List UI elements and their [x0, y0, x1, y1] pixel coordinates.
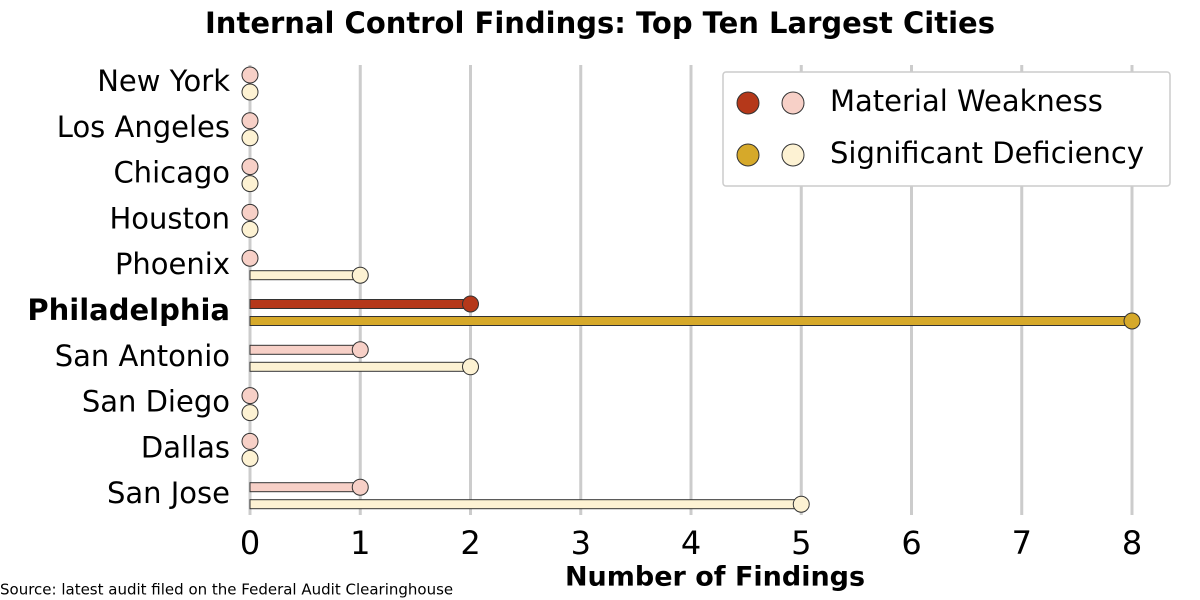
legend-label: Material Weakness: [830, 84, 1103, 118]
lollipop-stem: [249, 482, 361, 493]
lollipop-head: [241, 404, 259, 422]
y-tick-label: Phoenix: [115, 247, 230, 281]
legend-marker: [781, 143, 805, 167]
x-tick-label: 3: [571, 524, 591, 562]
lollipop-head: [241, 249, 259, 267]
y-tick-label: San Diego: [82, 385, 230, 419]
y-tick-label: Chicago: [113, 156, 230, 190]
legend-marker: [781, 91, 805, 115]
lollipop-head: [241, 387, 259, 405]
lollipop-head: [241, 432, 259, 450]
y-tick-label: Dallas: [141, 430, 230, 464]
legend-label: Significant Deficiency: [830, 136, 1144, 170]
x-tick-label: 2: [460, 524, 480, 562]
y-tick-label: San Jose: [107, 476, 230, 510]
lollipop-stem: [249, 316, 1133, 326]
lollipop-head: [1123, 312, 1141, 330]
y-tick-label: New York: [97, 64, 230, 98]
lollipop-head: [351, 478, 369, 496]
lollipop-head: [792, 495, 810, 513]
source-note: Source: latest audit filed on the Federa…: [0, 581, 453, 599]
lollipop-head: [241, 129, 259, 147]
lollipop-stem: [249, 499, 802, 510]
lollipop-head: [351, 266, 369, 284]
lollipop-head: [241, 112, 259, 130]
legend-box: [722, 71, 1171, 187]
lollipop-stem: [249, 344, 361, 355]
legend-marker: [736, 91, 760, 115]
y-tick-label: Los Angeles: [57, 110, 230, 144]
lollipop-head: [462, 295, 479, 313]
x-axis-label: Number of Findings: [565, 562, 865, 593]
lollipop-stem: [249, 361, 471, 372]
lollipop-stem: [249, 299, 471, 309]
lollipop-stem: [249, 270, 361, 281]
legend: Material Weakness Significant Deficiency: [722, 71, 1171, 187]
lollipop-head: [241, 220, 259, 238]
x-tick-label: 4: [681, 524, 701, 562]
lollipop-head: [462, 358, 479, 376]
chart-title: Internal Control Findings: Top Ten Large…: [205, 6, 995, 40]
lollipop-head: [351, 341, 369, 359]
x-tick-label: 1: [350, 524, 370, 562]
y-tick-label: Houston: [109, 201, 230, 235]
lollipop-head: [241, 203, 259, 221]
x-tick-label: 5: [791, 524, 811, 562]
x-tick-label: 6: [901, 524, 921, 562]
y-tick-label: Philadelphia: [27, 293, 230, 327]
legend-marker: [736, 143, 760, 167]
lollipop-head: [241, 449, 259, 467]
lollipop-head: [241, 66, 259, 84]
x-tick-label: 0: [240, 524, 260, 562]
x-tick-label: 7: [1012, 524, 1032, 562]
lollipop-head: [241, 83, 259, 101]
x-tick-label: 8: [1122, 524, 1142, 562]
lollipop-head: [241, 175, 259, 193]
lollipop-head: [241, 158, 259, 176]
y-tick-label: San Antonio: [55, 339, 230, 373]
